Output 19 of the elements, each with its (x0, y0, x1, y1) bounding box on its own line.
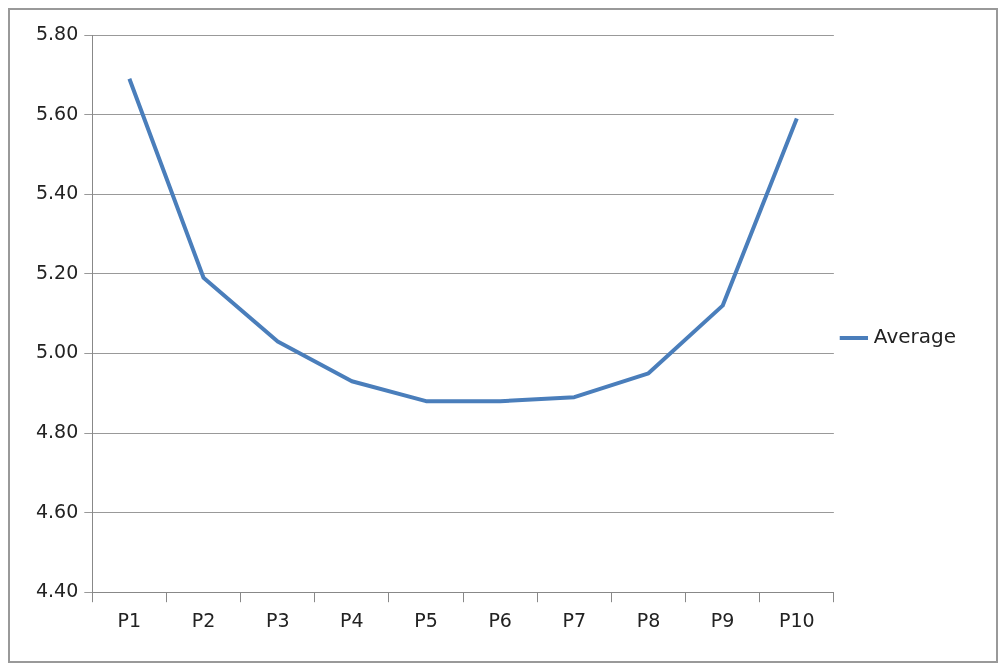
y-tick-label: 5.60 (35, 101, 79, 124)
y-tick-label: 4.80 (35, 419, 79, 442)
y-tick-label: 5.20 (35, 260, 79, 283)
x-tick-label: P3 (265, 608, 290, 631)
y-tick-label: 4.60 (35, 499, 79, 522)
x-tick-label: P4 (340, 608, 364, 631)
legend-label: Average (873, 324, 957, 349)
x-tick-label: P5 (414, 608, 438, 631)
y-tick-label: 4.40 (35, 579, 79, 602)
y-tick-label: 5.40 (35, 181, 79, 204)
x-tick-label: P9 (710, 608, 735, 631)
x-tick-label: P2 (191, 608, 216, 631)
x-tick-label: P1 (117, 608, 142, 631)
y-tick-label: 5.00 (35, 340, 79, 363)
x-tick-label: P10 (778, 608, 815, 631)
x-tick-label: P6 (488, 608, 512, 631)
x-tick-label: P8 (636, 608, 661, 631)
x-tick-label: P7 (562, 608, 587, 631)
y-tick-label: 5.80 (35, 21, 79, 44)
